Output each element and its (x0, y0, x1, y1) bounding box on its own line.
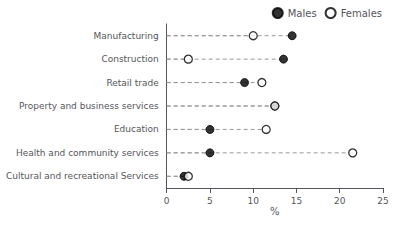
svg-text:Retail trade: Retail trade (106, 78, 159, 88)
svg-text:Females: Females (341, 8, 382, 19)
svg-text:Education: Education (114, 124, 159, 134)
svg-text:%: % (270, 206, 280, 217)
svg-text:Cultural and recreational Serv: Cultural and recreational Services (6, 171, 159, 181)
svg-text:20: 20 (334, 196, 346, 206)
svg-text:15: 15 (291, 196, 302, 206)
svg-text:Construction: Construction (101, 54, 158, 64)
svg-text:0: 0 (164, 196, 170, 206)
svg-text:Property and business services: Property and business services (19, 101, 159, 111)
svg-text:Health and community services: Health and community services (16, 148, 159, 158)
svg-text:5: 5 (207, 196, 213, 206)
svg-text:25: 25 (377, 196, 388, 206)
svg-text:Manufacturing: Manufacturing (94, 31, 159, 41)
svg-text:Males: Males (288, 8, 317, 19)
svg-text:10: 10 (247, 196, 259, 206)
